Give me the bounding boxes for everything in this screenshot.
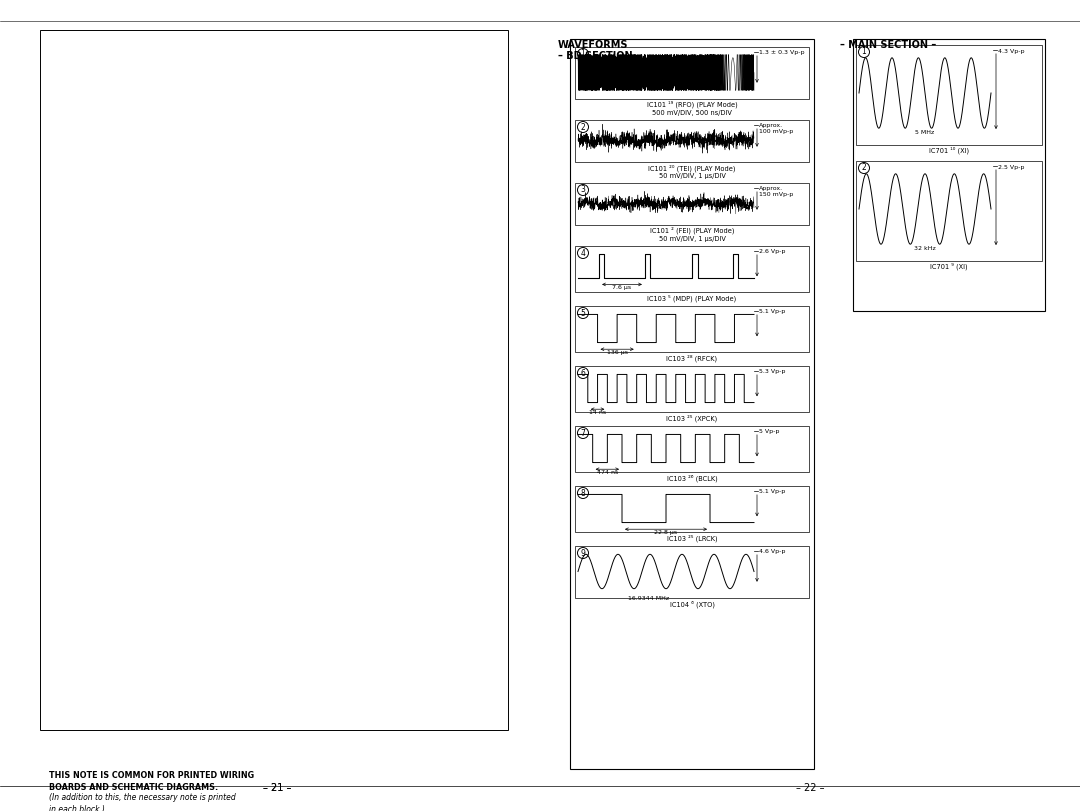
Text: 1.3 ± 0.3 Vp-p: 1.3 ± 0.3 Vp-p	[759, 50, 805, 55]
Bar	[575, 306, 809, 352]
Text: 5 Vp-p: 5 Vp-p	[759, 429, 780, 434]
Bar	[856, 45, 1042, 145]
Text: WAVEFORMS: WAVEFORMS	[558, 40, 629, 50]
Text: 2: 2	[862, 164, 866, 173]
Text: 22.8 μs: 22.8 μs	[654, 530, 677, 535]
Text: 2.5 Vp-p: 2.5 Vp-p	[998, 165, 1024, 170]
Text: IC104 ⁶ (XTO): IC104 ⁶ (XTO)	[670, 600, 715, 607]
Text: – 22 –: – 22 –	[796, 783, 824, 793]
Bar	[575, 183, 809, 225]
Text: 474 ns: 474 ns	[597, 470, 618, 475]
Text: 32 kHz: 32 kHz	[914, 246, 936, 251]
Text: 5: 5	[581, 308, 585, 317]
Text: IC101 ¹⁹ (RFO) (PLAY Mode)
500 mV/DIV, 500 ns/DIV: IC101 ¹⁹ (RFO) (PLAY Mode) 500 mV/DIV, 5…	[647, 101, 738, 116]
Text: IC103 ⁵ (MDP) (PLAY Mode): IC103 ⁵ (MDP) (PLAY Mode)	[647, 294, 737, 302]
Text: 4.6 Vp-p: 4.6 Vp-p	[759, 549, 785, 554]
Bar	[575, 47, 809, 99]
Text: 2.6 Vp-p: 2.6 Vp-p	[759, 249, 785, 254]
Text: IC101 ² (FEI) (PLAY Mode)
50 mV/DIV, 1 μs/DIV: IC101 ² (FEI) (PLAY Mode) 50 mV/DIV, 1 μ…	[650, 227, 734, 242]
Text: IC103 ²⁵ (LRCK): IC103 ²⁵ (LRCK)	[666, 534, 717, 542]
Bar	[575, 246, 809, 292]
Bar	[575, 120, 809, 162]
Text: Approx.
100 mVp-p: Approx. 100 mVp-p	[759, 123, 793, 134]
Text: 5 MHz: 5 MHz	[916, 130, 934, 135]
Text: IC701 ¹⁰ (XI): IC701 ¹⁰ (XI)	[929, 147, 969, 155]
Text: IC103 ²⁶ (BCLK): IC103 ²⁶ (BCLK)	[666, 474, 717, 482]
Text: IC101 ²⁰ (TEI) (PLAY Mode)
50 mV/DIV, 1 μs/DIV: IC101 ²⁰ (TEI) (PLAY Mode) 50 mV/DIV, 1 …	[648, 164, 735, 179]
Text: THIS NOTE IS COMMON FOR PRINTED WIRING
BOARDS AND SCHEMATIC DIAGRAMS.: THIS NOTE IS COMMON FOR PRINTED WIRING B…	[49, 771, 254, 792]
Bar	[570, 39, 814, 769]
Text: 5.1 Vp-p: 5.1 Vp-p	[759, 489, 785, 494]
Text: 8: 8	[581, 488, 585, 497]
Bar	[856, 161, 1042, 261]
Text: IC103 ²⁸ (RFCK): IC103 ²⁸ (RFCK)	[666, 354, 717, 362]
Text: 1: 1	[862, 48, 866, 57]
Text: 2: 2	[581, 122, 585, 131]
Text: 4: 4	[581, 248, 585, 258]
Bar	[575, 546, 809, 598]
Text: – 21 –: – 21 –	[262, 783, 292, 793]
Text: 16.9344 MHz: 16.9344 MHz	[627, 596, 669, 601]
Bar	[575, 486, 809, 532]
Text: 5.3 Vp-p: 5.3 Vp-p	[759, 369, 785, 374]
Text: 136 μs: 136 μs	[607, 350, 627, 355]
Text: 14 ns: 14 ns	[589, 410, 606, 415]
Text: IC103 ²⁵ (XPCK): IC103 ²⁵ (XPCK)	[666, 414, 717, 422]
Bar	[575, 366, 809, 412]
Text: 7.6 μs: 7.6 μs	[612, 285, 632, 290]
Text: 9: 9	[581, 548, 585, 557]
Bar	[40, 30, 508, 730]
Text: (In addition to this, the necessary note is printed
in each block.): (In addition to this, the necessary note…	[49, 793, 235, 811]
Text: 6: 6	[581, 368, 585, 377]
Text: Approx.
150 mVp-p: Approx. 150 mVp-p	[759, 186, 793, 197]
Text: – MAIN SECTION –: – MAIN SECTION –	[840, 40, 936, 50]
Text: 5.1 Vp-p: 5.1 Vp-p	[759, 309, 785, 314]
Text: 4.3 Vp-p: 4.3 Vp-p	[998, 49, 1025, 54]
Text: IC701 ⁹ (XI): IC701 ⁹ (XI)	[930, 263, 968, 271]
Text: – BD SECTION –: – BD SECTION –	[558, 51, 640, 61]
Text: 3: 3	[581, 186, 585, 195]
Text: – 21 –: – 21 –	[262, 783, 292, 793]
Bar	[575, 426, 809, 472]
Text: 1: 1	[581, 49, 585, 58]
Text: 7: 7	[581, 428, 585, 437]
Bar	[853, 39, 1045, 311]
